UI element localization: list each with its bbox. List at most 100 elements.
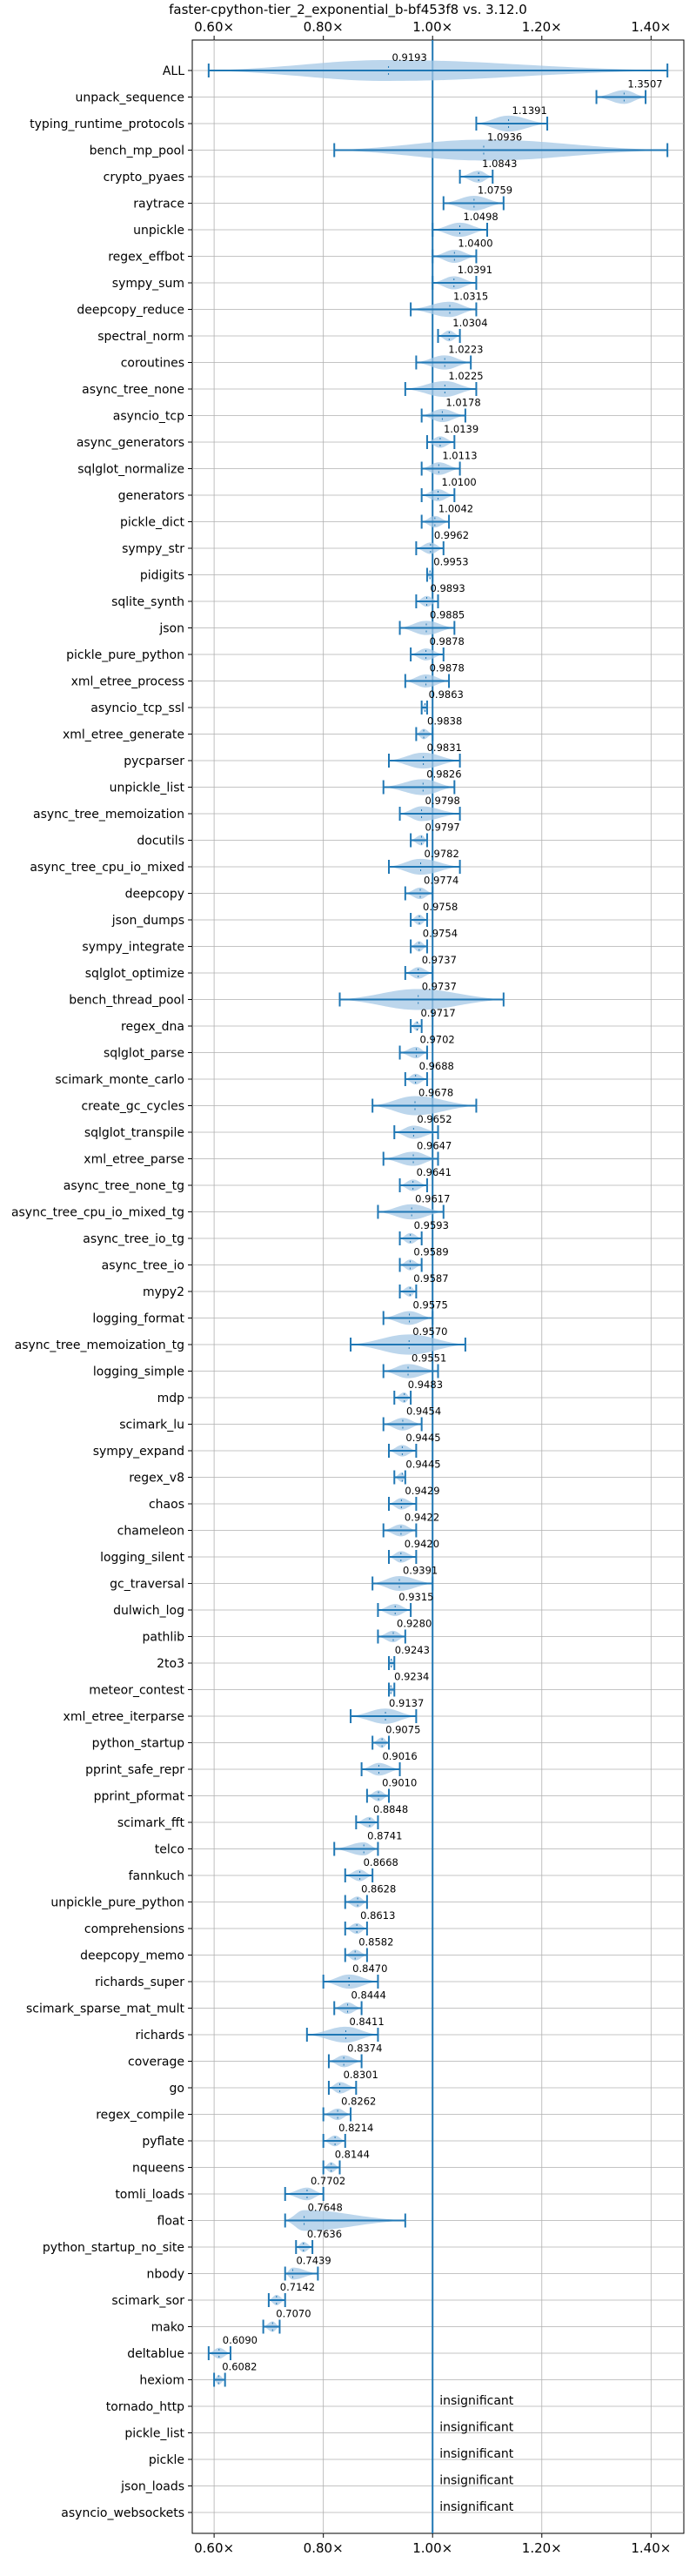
value-label: 0.9617 [415,1193,450,1205]
x-tick-label-top: 1.00× [412,19,452,35]
benchmark-label: xml_etree_iterparse [64,1710,184,1724]
benchmark-label: sympy_expand [93,1445,184,1459]
value-label: 0.8470 [352,1962,387,1975]
value-label: 0.8444 [351,1989,386,2002]
value-label: 1.0139 [444,423,478,435]
value-label: 0.8301 [344,2069,378,2081]
value-label: 0.9445 [405,1459,440,1471]
benchmark-label: async_generators [77,436,184,450]
value-label: 0.6082 [222,2361,257,2373]
value-label: 0.9885 [430,609,465,621]
benchmark-label: deepcopy_memo [80,1949,184,1963]
value-label: 0.9678 [418,1087,453,1099]
benchmark-label: sqlglot_optimize [85,967,184,981]
value-label: 0.9422 [405,1512,439,1524]
value-label: 0.8741 [367,1830,402,1842]
insignificant-label: insignificant [439,2394,514,2408]
value-label: 0.7636 [307,2228,342,2240]
benchmark-label: regex_effbot [108,251,184,265]
benchmark-label: tomli_loads [115,2188,184,2202]
value-label: 0.9551 [412,1352,446,1365]
value-label: 0.8668 [364,1856,398,1868]
benchmark-label: pidigits [140,569,184,583]
benchmark-label: float [157,2215,185,2229]
benchmark-label: deepcopy_reduce [77,304,184,318]
value-label: 0.9717 [420,1007,455,1019]
benchmark-label: json [158,622,184,636]
benchmark-label: mypy2 [143,1285,184,1299]
benchmark-label: asyncio_tcp_ssl [90,701,184,715]
value-label: 0.9893 [431,582,465,594]
value-label: 0.7142 [280,2281,315,2293]
benchmark-label: hexiom [139,2374,184,2388]
value-label: 0.9589 [413,1246,448,1258]
benchmark-label: sqlglot_transpile [84,1126,184,1140]
value-label: 0.8144 [335,2149,370,2161]
benchmark-label: create_gc_cycles [81,1100,184,1114]
value-label: 0.9587 [413,1272,448,1285]
benchmark-label: async_tree_none_tg [64,1179,184,1193]
benchmark-label: 2to3 [157,1657,184,1671]
benchmark-label: regex_v8 [129,1472,184,1486]
benchmark-label: chaos [149,1498,184,1512]
value-label: 1.0225 [448,370,483,382]
benchmark-label: dulwich_log [113,1604,184,1618]
benchmark-label: pickle [149,2453,184,2467]
benchmark-label: deepcopy [125,888,184,902]
x-tick-label-top: 1.20× [522,19,562,35]
benchmark-label: nqueens [132,2162,184,2176]
value-label: 0.9652 [417,1113,452,1125]
value-label: 0.9774 [424,875,458,887]
value-label: 0.6090 [223,2334,258,2346]
benchmark-label: pprint_safe_repr [85,1763,184,1777]
benchmark-label: async_tree_cpu_io_mixed [30,861,184,875]
benchmark-label: meteor_contest [89,1684,184,1698]
benchmark-label: chameleon [117,1525,184,1539]
benchmark-label: crypto_pyaes [104,171,184,184]
value-label: 0.8848 [373,1803,408,1815]
benchmark-label: logging_simple [93,1365,184,1379]
value-label: 0.9878 [430,635,465,647]
value-label: 0.9234 [394,1671,429,1683]
insignificant-label: insignificant [439,2447,514,2461]
value-label: 0.9420 [405,1538,439,1550]
benchmark-label: unpickle [133,224,184,238]
value-label: 0.9953 [433,556,468,568]
benchmark-label: asyncio_tcp [113,410,184,424]
benchmark-label: scimark_lu [119,1419,184,1432]
value-label: 0.9570 [412,1325,447,1338]
benchmark-label: async_tree_io [102,1259,184,1273]
benchmark-label: json_dumps [111,914,184,928]
value-label: 0.9445 [405,1432,440,1444]
value-label: 0.9280 [397,1618,432,1630]
insignificant-label: insignificant [439,2421,514,2435]
benchmark-label: sqlite_synth [111,595,184,609]
insignificant-label: insignificant [439,2500,514,2514]
benchmark-label: async_tree_cpu_io_mixed_tg [11,1206,184,1220]
value-label: 0.9016 [382,1750,417,1762]
x-tick-label-top: 0.60× [194,19,234,35]
benchmark-label: telco [155,1843,184,1857]
value-label: 0.7702 [311,2175,345,2187]
value-label: 0.9391 [403,1565,438,1577]
benchmark-label: go [170,2082,184,2096]
value-label: 0.9688 [419,1060,454,1072]
benchmark-label: gc_traversal [110,1578,184,1592]
x-tick-label-top: 1.40× [631,19,671,35]
benchmark-label: logging_silent [100,1551,184,1565]
value-label: 0.9831 [427,741,462,754]
value-label: 1.3507 [627,78,662,91]
x-tick-label-top: 0.80× [304,19,344,35]
value-label: 1.0178 [445,397,480,409]
value-label: 0.8628 [361,1883,396,1895]
value-label: 0.9315 [398,1591,433,1603]
value-label: 0.9454 [406,1405,441,1418]
benchmark-label: xml_etree_parse [84,1153,184,1167]
benchmark-label: logging_format [92,1312,184,1326]
value-label: 0.9641 [417,1166,452,1178]
benchmark-label: generators [118,489,184,503]
value-label: 0.8214 [338,2122,373,2134]
value-label: 0.9075 [385,1724,420,1736]
value-label: 0.9702 [420,1034,455,1046]
